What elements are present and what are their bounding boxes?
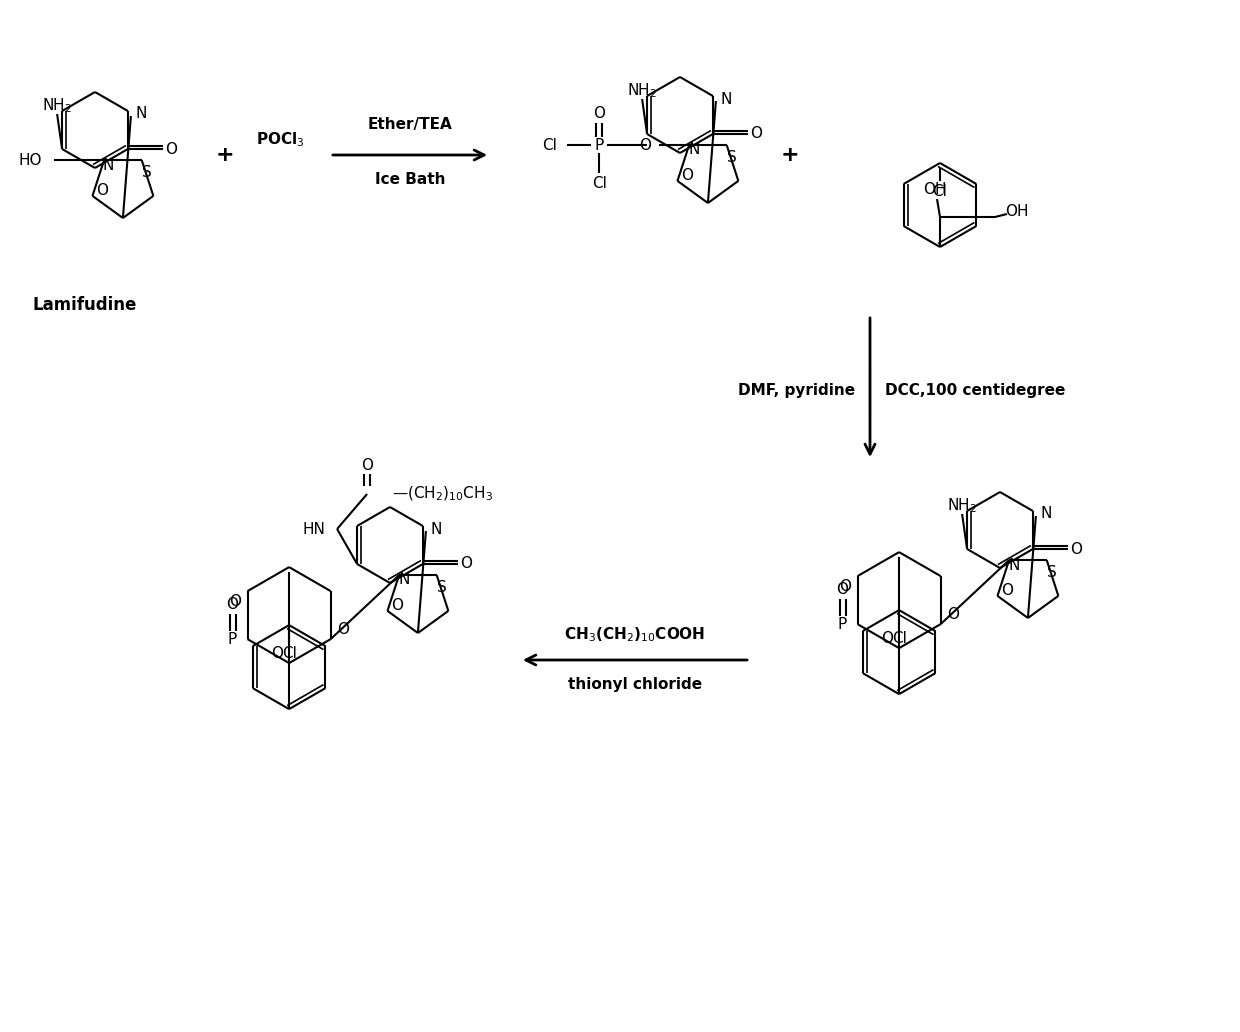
Text: Cl: Cl: [932, 184, 947, 198]
Text: HN: HN: [303, 521, 325, 537]
Text: O: O: [227, 596, 238, 612]
Text: N: N: [720, 92, 733, 106]
Text: NH$_2$: NH$_2$: [627, 82, 657, 100]
Text: O: O: [839, 579, 852, 593]
Text: N: N: [1040, 507, 1053, 521]
Text: DCC,100 centidegree: DCC,100 centidegree: [885, 383, 1065, 397]
Text: Ether/TEA: Ether/TEA: [367, 118, 453, 132]
Text: S: S: [436, 580, 446, 594]
Text: N: N: [688, 142, 699, 158]
Text: S: S: [141, 165, 151, 180]
Text: N: N: [1008, 557, 1019, 573]
Text: O: O: [460, 556, 472, 572]
Text: Cl: Cl: [542, 137, 557, 153]
Text: POCl$_3$: POCl$_3$: [255, 131, 304, 150]
Text: Cl: Cl: [892, 631, 906, 646]
Text: Ice Bath: Ice Bath: [374, 172, 445, 188]
Text: O: O: [97, 184, 108, 198]
Text: O: O: [229, 593, 242, 609]
Text: N: N: [136, 106, 148, 122]
Text: O: O: [361, 458, 373, 474]
Text: O: O: [837, 582, 848, 596]
Text: O: O: [165, 141, 177, 157]
Text: Lamifudine: Lamifudine: [32, 296, 138, 314]
Text: thionyl chloride: thionyl chloride: [568, 677, 702, 692]
Text: +: +: [216, 146, 234, 165]
Text: O: O: [750, 127, 761, 141]
Text: NH$_2$: NH$_2$: [947, 496, 977, 515]
Text: NH$_2$: NH$_2$: [42, 97, 72, 116]
Text: S: S: [1047, 565, 1056, 580]
Text: O: O: [946, 607, 959, 621]
Text: O: O: [639, 137, 651, 153]
Text: O: O: [337, 621, 348, 637]
Text: O: O: [882, 631, 893, 646]
Text: Cl: Cl: [281, 646, 296, 660]
Text: OH: OH: [924, 182, 947, 196]
Text: OH: OH: [1006, 204, 1029, 220]
Text: S: S: [727, 150, 737, 165]
Text: O: O: [682, 168, 693, 184]
Text: O: O: [1002, 583, 1013, 599]
Text: P: P: [838, 616, 847, 632]
Text: N: N: [432, 521, 443, 537]
Text: Cl: Cl: [591, 175, 606, 191]
Text: N: N: [398, 573, 409, 587]
Text: O: O: [272, 646, 283, 660]
Text: N: N: [103, 158, 114, 172]
Text: P: P: [594, 137, 604, 153]
Text: +: +: [781, 146, 800, 165]
Text: O: O: [593, 105, 605, 121]
Text: O: O: [1070, 542, 1083, 556]
Text: CH$_3$(CH$_2$)$_{10}$COOH: CH$_3$(CH$_2$)$_{10}$COOH: [564, 625, 706, 644]
Text: —(CH$_2$)$_{10}$CH$_3$: —(CH$_2$)$_{10}$CH$_3$: [392, 485, 494, 504]
Text: DMF, pyridine: DMF, pyridine: [738, 383, 856, 397]
Text: HO: HO: [19, 153, 42, 167]
Text: P: P: [228, 632, 237, 647]
Text: O: O: [392, 599, 403, 613]
